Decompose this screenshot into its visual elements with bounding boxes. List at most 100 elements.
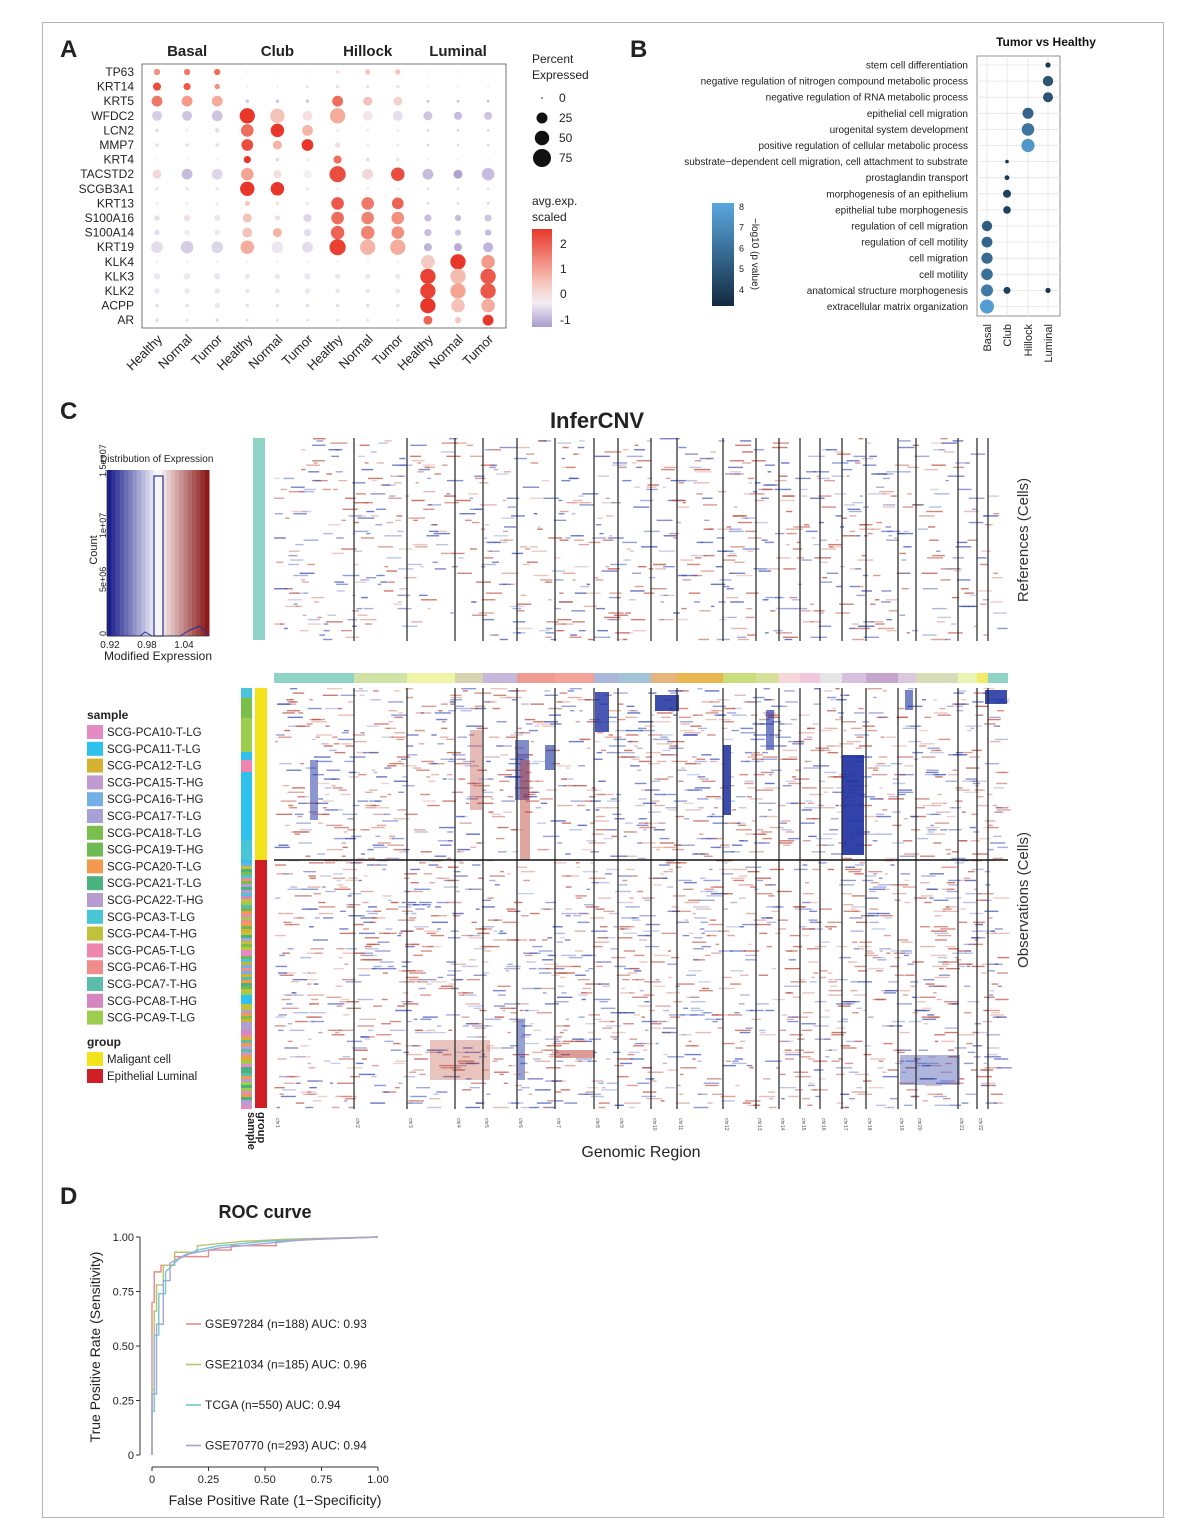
go-enrichment-panel-b: Tumor vs Healthy stem cell differentiati… (684, 35, 1096, 363)
sample-bar-segment (241, 1016, 252, 1019)
roc-xtick: 0.25 (198, 1474, 219, 1486)
sample-bar-segment (241, 968, 252, 971)
dot-tp63 (183, 68, 191, 76)
sample-bar-segment (241, 1040, 252, 1043)
dot-scgb3a1 (270, 182, 285, 196)
condition-label: Healthy (123, 331, 165, 373)
dot-krt14 (426, 85, 430, 88)
sample-bar-segment (241, 688, 252, 698)
dot-acpp (481, 298, 495, 313)
dot-klk2 (275, 288, 280, 294)
dot-s100a14 (391, 226, 405, 239)
dot-krt13 (486, 202, 490, 205)
go-term-label: morphogenesis of an epithelium (826, 189, 968, 200)
dot-tp63 (395, 69, 401, 75)
dot-klk4 (336, 260, 339, 264)
hist-xtick: 1.04 (174, 640, 194, 651)
sample-bar-segment (241, 772, 252, 840)
dot-krt14 (456, 85, 460, 88)
gene-label: AR (117, 313, 134, 327)
sample-legend-label: SCG-PCA8-T-HG (107, 996, 197, 1008)
chromosome-strip-segment (898, 673, 916, 683)
sample-bar-segment (241, 760, 252, 772)
dot-mmp7 (241, 139, 254, 151)
dot-s100a14 (424, 229, 432, 237)
sample-legend-swatch (87, 758, 103, 773)
dot-klk3 (214, 273, 221, 280)
chromosome-label: chr9 (618, 1118, 624, 1128)
hist-color-band (115, 470, 121, 636)
condition-label: Normal (426, 331, 466, 371)
dot-s100a16 (154, 215, 160, 221)
dot-klk4 (185, 260, 189, 264)
go-colorbar-tick: 5 (739, 264, 744, 274)
dot-krt5 (305, 99, 310, 103)
dot-wfdc2 (329, 108, 346, 124)
dot-krt19 (151, 241, 163, 254)
dot-tp63 (365, 69, 371, 75)
chromosome-label: chr1 (274, 1118, 280, 1128)
go-term-label: negative regulation of nitrogen compound… (701, 77, 968, 88)
dot-klk3 (480, 268, 496, 285)
dot-tp63 (153, 68, 161, 76)
sample-bar-segment (241, 899, 252, 902)
sample-legend-label: SCG-PCA21-T-LG (107, 878, 202, 890)
dot-acpp (214, 302, 220, 309)
dot-klk2 (184, 288, 190, 294)
dot-krt5 (456, 99, 460, 103)
chromosome-strip-segment (677, 673, 723, 683)
dot-ar (276, 318, 279, 322)
dot-tacstd2 (152, 169, 162, 179)
sample-bar-segment (241, 1055, 252, 1058)
figure-frame (42, 22, 1164, 1518)
sample-legend-label: SCG-PCA9-T-LG (107, 1013, 195, 1025)
gene-label: LCN2 (103, 123, 134, 137)
chromosome-strip-segment (517, 673, 555, 683)
sample-legend-swatch (87, 809, 103, 823)
dot-krt14 (214, 83, 220, 90)
sample-bar-segment (241, 1025, 252, 1028)
dot-klk2 (154, 288, 160, 294)
chromosome-label: chr18 (866, 1118, 872, 1131)
dot-s100a14 (242, 227, 253, 238)
dot-lcn2 (335, 128, 340, 133)
dot-s100a14 (214, 229, 220, 236)
cnv-block (310, 760, 318, 820)
roc-ytick: 0.50 (113, 1341, 134, 1353)
hist-xtick: 0.92 (100, 640, 120, 651)
sample-bar-segment (241, 989, 252, 992)
celltype-title-hillock: Hillock (343, 43, 393, 60)
sample-bar-segment (241, 1085, 252, 1088)
dot-krt5 (486, 99, 490, 103)
dot-krt5 (151, 95, 163, 107)
dot-krt19 (211, 241, 224, 254)
roc-ytick: 0 (128, 1450, 134, 1462)
dot-krt19 (423, 243, 432, 252)
dot-krt13 (155, 201, 159, 206)
dot-klk2 (450, 283, 466, 299)
sample-bar-segment (241, 1037, 252, 1040)
roc-xlabel: False Positive Rate (1−Specificity) (169, 1492, 382, 1508)
dot-mmp7 (185, 143, 189, 147)
cnv-block (985, 690, 1007, 704)
sample-bar-segment (241, 1103, 252, 1106)
dot-krt4 (243, 156, 251, 164)
dot-krt14 (183, 83, 191, 91)
go-colorbar-tick: 4 (739, 285, 744, 295)
dot-krt5 (393, 96, 403, 106)
sample-bar-segment (241, 1064, 252, 1067)
size-legend-dot (536, 112, 548, 124)
chromosome-strip-segment (842, 673, 866, 683)
dot-krt14 (276, 85, 279, 88)
go-colorbar-tick: 8 (739, 202, 744, 212)
dot-klk3 (153, 273, 161, 280)
roc-ytick: 0.75 (113, 1287, 134, 1299)
dot-mmp7 (396, 143, 400, 147)
sample-bar-segment (241, 890, 252, 893)
sample-bar-segment (241, 902, 252, 905)
roc-legend-label: GSE97284 (n=188) AUC: 0.93 (205, 1317, 367, 1331)
color-legend-tick: 1 (560, 262, 567, 276)
hist-color-band (192, 470, 197, 636)
go-term-label: cell migration (909, 254, 968, 265)
gene-label: TACSTD2 (80, 167, 134, 181)
